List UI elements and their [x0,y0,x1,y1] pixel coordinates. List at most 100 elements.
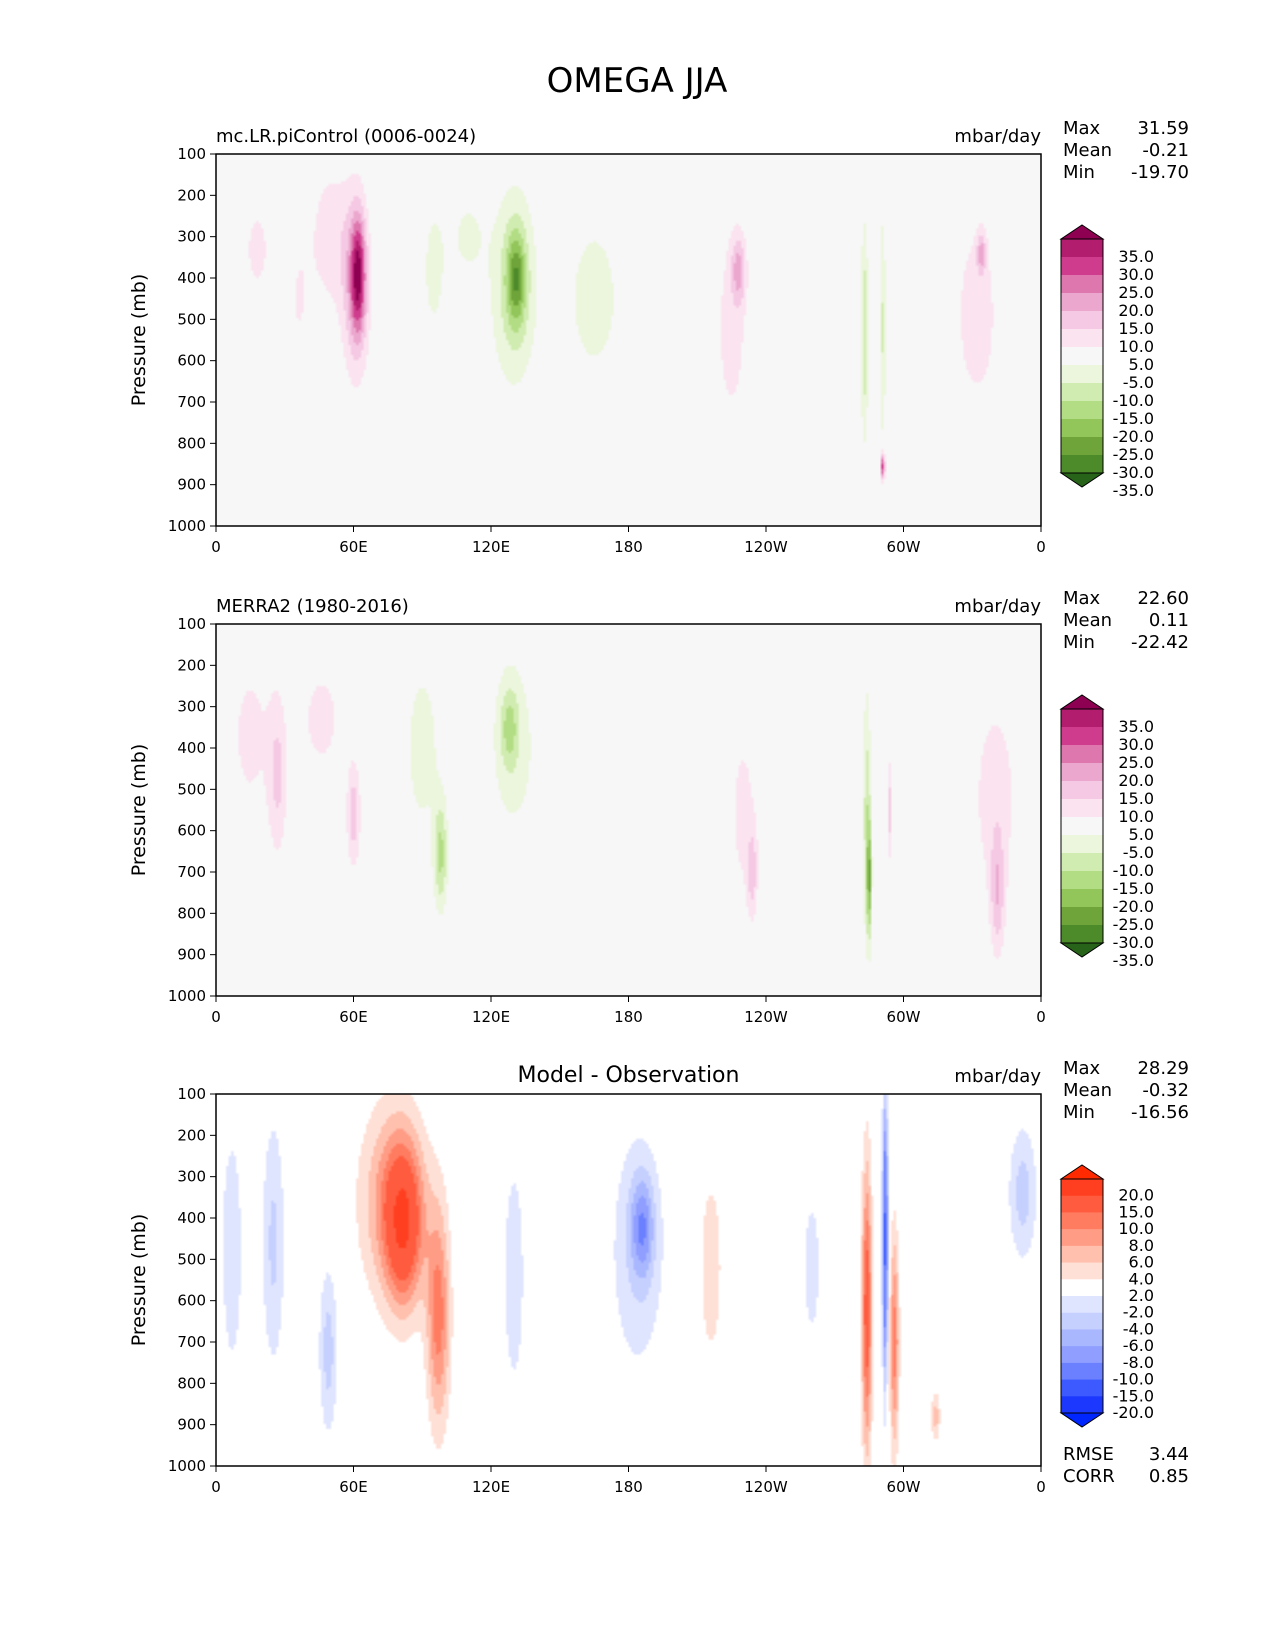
stat-label: Mean [1063,140,1112,161]
colorbar-swatch [1061,1279,1103,1297]
y-tick-label: 300 [177,1168,206,1186]
colorbar-swatch [1061,1195,1103,1213]
colorbar-label: -15.0 [1113,409,1154,428]
y-axis-label: Pressure (mb) [128,1214,150,1347]
stat-label: Max [1063,1058,1101,1079]
colorbar-label: -20.0 [1113,1403,1154,1422]
x-tick-label: 60W [887,1008,921,1026]
colorbar-swatch [1061,1396,1103,1414]
units-label: mbar/day [954,1066,1041,1087]
colorbar-label: 4.0 [1129,1269,1154,1288]
stat-label: Max [1063,118,1101,139]
colorbar-label: 10.0 [1118,807,1154,826]
colorbar-label: -2.0 [1123,1303,1154,1322]
colorbar-swatch [1061,419,1103,438]
colorbar-swatch [1061,907,1103,926]
stat-value: 0.11 [1149,610,1189,631]
units-label: mbar/day [954,126,1041,147]
y-tick-label: 800 [177,434,206,452]
colorbar-swatch [1061,293,1103,312]
colorbar-swatch [1061,347,1103,366]
x-tick-label: 120E [472,538,510,556]
y-tick-label: 900 [177,946,206,964]
y-tick-label: 1000 [168,1457,206,1475]
colorbar-swatch [1061,383,1103,402]
y-tick-label: 800 [177,904,206,922]
colorbar-label: -5.0 [1123,843,1154,862]
colorbar-label: -15.0 [1113,879,1154,898]
colorbar-swatch [1061,311,1103,330]
x-tick-label: 180 [614,1478,643,1496]
x-tick-label: 180 [614,538,643,556]
colorbar-label: -30.0 [1113,933,1154,952]
colorbar-swatch [1061,709,1103,728]
x-tick-label: 0 [1036,538,1046,556]
figure-title: OMEGA JJA [547,61,728,101]
colorbar-label: 6.0 [1129,1253,1154,1272]
colorbar-swatch [1061,1312,1103,1330]
colorbar-label: 10.0 [1118,1219,1154,1238]
y-tick-label: 100 [177,145,206,163]
y-tick-label: 1000 [168,517,206,535]
x-tick-label: 60W [887,538,921,556]
panel-title: mc.LR.piControl (0006-0024) [216,126,476,147]
stat-label: Min [1063,162,1095,183]
colorbar-swatch [1061,437,1103,456]
y-tick-label: 300 [177,698,206,716]
contour-field [216,154,1041,526]
colorbar-label: -35.0 [1113,481,1154,500]
x-tick-label: 120W [744,1478,788,1496]
colorbar-swatch [1061,835,1103,854]
colorbar-label: 35.0 [1118,717,1154,736]
colorbar-label: -8.0 [1123,1353,1154,1372]
colorbar-label: 20.0 [1118,771,1154,790]
colorbar-label: 10.0 [1118,337,1154,356]
panel-difference: Model - Observation mbar/day Pressure (mb)… [128,1058,1189,1496]
y-tick-label: 900 [177,1416,206,1434]
stat-value: -22.42 [1131,632,1189,653]
colorbar-swatch [1061,1212,1103,1230]
metric-label: RMSE [1063,1444,1114,1465]
colorbar-swatch [1061,727,1103,746]
colorbar-label: -35.0 [1113,951,1154,970]
colorbar-label: 20.0 [1118,301,1154,320]
panel-reference: MERRA2 (1980-2016) mbar/day Pressure (mb) 1… [128,588,1189,1026]
colorbar-swatch [1061,853,1103,872]
y-tick-label: 700 [177,1333,206,1351]
colorbar-extend-min [1059,942,1105,958]
y-tick-label: 400 [177,269,206,287]
colorbar-swatch [1061,745,1103,764]
colorbar-swatch [1061,401,1103,420]
colorbar-extend-max [1059,1164,1105,1180]
y-tick-label: 400 [177,739,206,757]
y-tick-label: 600 [177,1292,206,1310]
colorbar-label: 25.0 [1118,753,1154,772]
panel-title: Model - Observation [518,1063,740,1088]
stat-value: 22.60 [1137,588,1189,609]
y-tick-label: 700 [177,393,206,411]
colorbar-label: -10.0 [1113,391,1154,410]
colorbar-swatch [1061,239,1103,258]
colorbar-label: -6.0 [1123,1336,1154,1355]
colorbar-swatch [1061,257,1103,276]
y-tick-label: 300 [177,228,206,246]
panel-test: mc.LR.piControl (0006-0024) mbar/day Press… [128,118,1189,556]
stat-value: -0.32 [1142,1080,1189,1101]
colorbar-label: -25.0 [1113,915,1154,934]
x-tick-label: 60E [339,1478,368,1496]
stat-value: 31.59 [1137,118,1189,139]
colorbar-extend-max [1059,694,1105,710]
y-tick-label: 200 [177,656,206,674]
panel-title: MERRA2 (1980-2016) [216,596,409,617]
colorbar-swatch [1061,1262,1103,1280]
x-tick-label: 0 [1036,1478,1046,1496]
x-tick-label: 60E [339,538,368,556]
stat-value: -19.70 [1131,162,1189,183]
colorbar-swatch [1061,329,1103,348]
colorbar-frame [1060,238,1104,474]
colorbar-frame [1060,1178,1104,1414]
colorbar-label: -10.0 [1113,861,1154,880]
stat-label: Max [1063,588,1101,609]
y-tick-label: 400 [177,1209,206,1227]
